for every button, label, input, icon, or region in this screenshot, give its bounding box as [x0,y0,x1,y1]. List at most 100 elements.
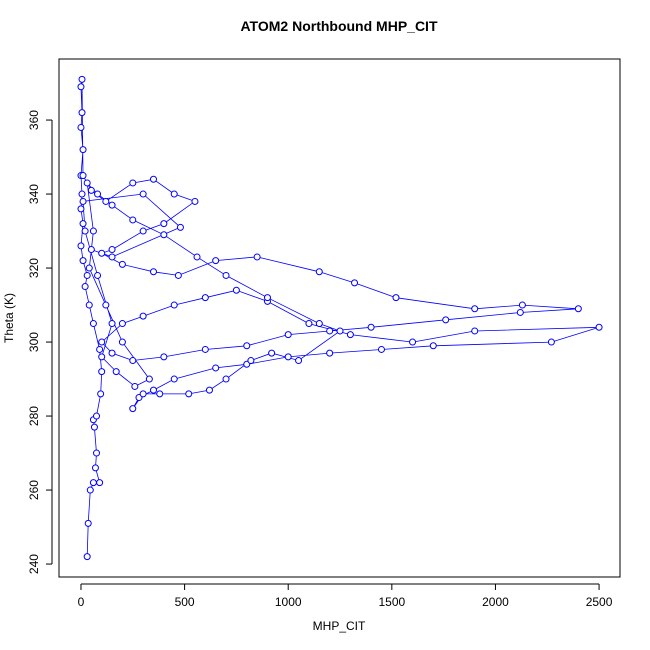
data-point [205,386,213,394]
data-point [79,172,87,180]
data-point [79,220,87,228]
x-tick-label: 2500 [586,595,613,609]
y-tick-label: 240 [27,554,41,574]
data-point [253,253,261,261]
data-point [81,283,89,291]
data-point [83,271,91,279]
data-point [150,175,158,183]
data-point [79,197,87,205]
data-point [429,342,437,350]
data-point [97,390,105,398]
data-point [118,338,126,346]
x-tick-label: 1500 [378,595,405,609]
data-point [78,109,86,117]
data-point [170,375,178,383]
data-point [102,301,110,309]
y-tick-label: 260 [27,480,41,500]
data-point [315,320,323,328]
data-point [150,268,158,276]
x-tick-label: 2000 [482,595,509,609]
data-point [94,190,102,198]
data-point [471,305,479,313]
data-point [96,479,104,487]
data-point [156,390,164,398]
data-point [85,301,93,309]
data-point [108,253,116,261]
data-point [367,323,375,331]
data-line [80,79,600,557]
data-point [284,353,292,361]
data-point [102,197,110,205]
data-point [595,323,603,331]
data-point [86,486,94,494]
data-point [191,197,199,205]
data-point [392,294,400,302]
data-point [78,75,86,83]
y-tick-label: 320 [27,258,41,278]
data-point [77,242,85,250]
data-point [201,294,209,302]
data-point [243,342,251,350]
data-point [442,316,450,324]
data-point [83,553,91,561]
data-point [83,179,91,187]
data-point [170,190,178,198]
data-point [108,320,116,328]
x-axis-label: MHP_CIT [313,619,366,633]
data-point [129,216,137,224]
data-point [518,301,526,309]
data-point [118,320,126,328]
data-point [160,353,168,361]
y-tick-label: 300 [27,332,41,352]
data-point [108,246,116,254]
data-point [326,349,334,357]
data-point [268,349,276,357]
data-point [185,390,193,398]
data-point [212,364,220,372]
data-point [305,320,313,328]
data-point [98,368,106,376]
data-point [77,123,85,131]
data-point [295,357,303,365]
data-point [263,294,271,302]
data-point [93,449,101,457]
data-point [96,345,104,353]
data-point [85,264,93,272]
data-point [118,260,126,268]
data-point [139,312,147,320]
data-point [112,368,120,376]
data-point [129,179,137,187]
data-point [89,479,97,487]
data-point [98,338,106,346]
data-point [77,83,85,91]
data-point [139,227,147,235]
data-point [98,353,106,361]
plot-box [58,58,621,578]
data-point [87,186,95,194]
data-point [129,405,137,413]
data-point [139,390,147,398]
data-point [174,271,182,279]
y-tick-label: 360 [27,110,41,130]
y-tick-label: 340 [27,184,41,204]
data-point [90,423,98,431]
data-point [98,249,106,257]
chart-title: ATOM2 Northbound MHP_CIT [240,18,437,34]
data-point [201,345,209,353]
data-point [79,257,87,265]
y-axis-label: Theta (K) [2,293,16,343]
data-point [160,231,168,239]
data-point [150,386,158,394]
data-point [409,338,417,346]
data-point [516,308,524,316]
data-point [212,257,220,265]
data-point [326,327,334,335]
data-point [222,375,230,383]
data-point [471,327,479,335]
data-point [81,227,89,235]
data-point [94,271,102,279]
data-point [160,220,168,228]
data-point [131,382,139,390]
